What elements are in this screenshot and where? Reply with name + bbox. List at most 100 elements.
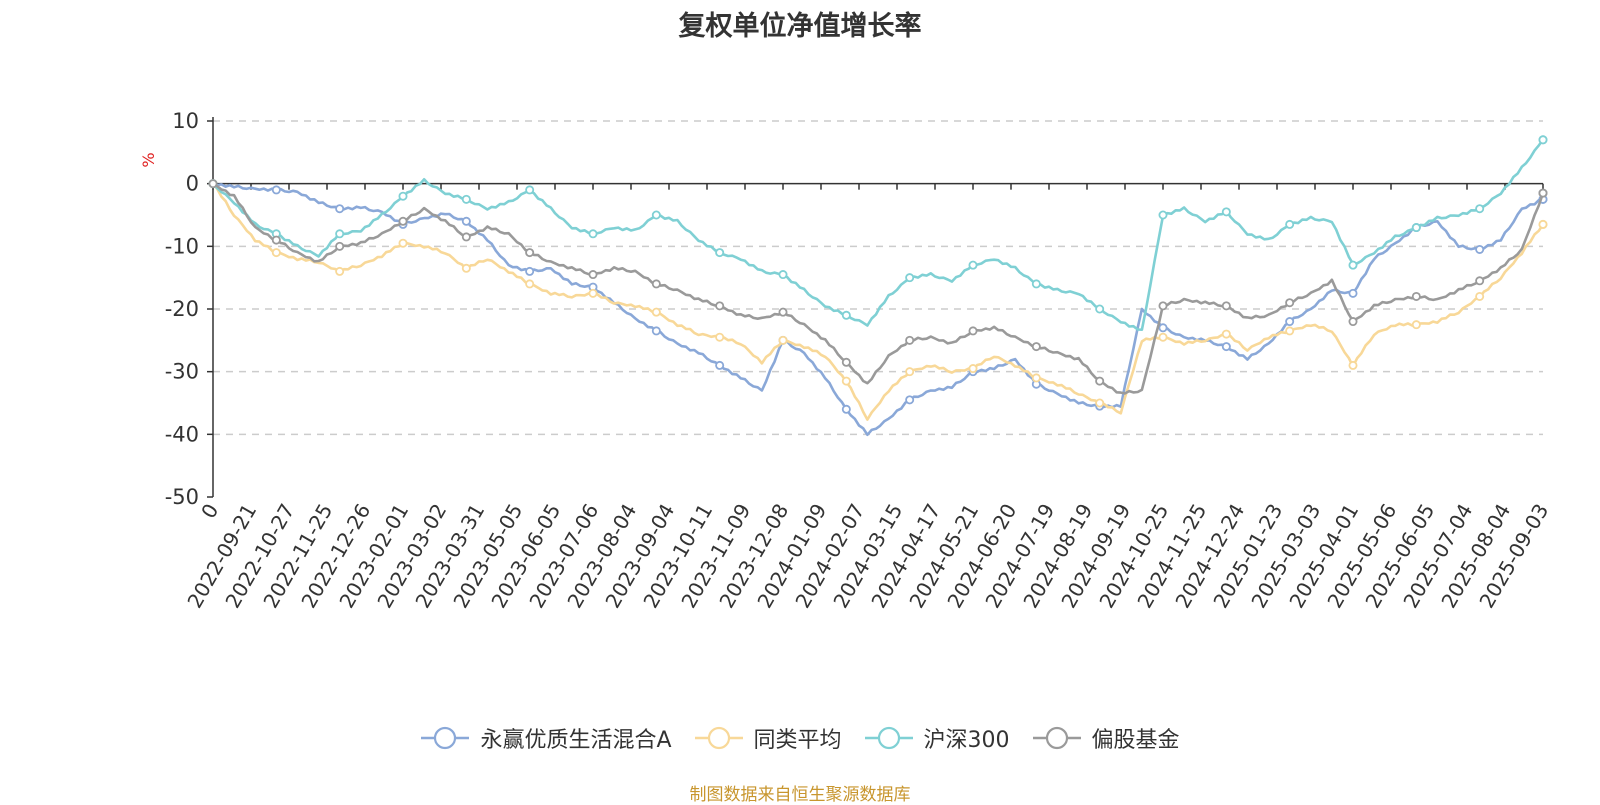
data-point [651,210,661,220]
data-point [715,332,725,342]
data-point [271,235,281,245]
data-point [1411,223,1421,233]
data-point [398,238,408,248]
data-point [461,194,471,204]
series-line [212,139,1545,331]
data-point [651,326,661,336]
data-point [461,232,471,242]
data-point [588,270,598,280]
legend-item[interactable]: 沪深300 [864,722,1010,754]
y-tick-label: -50 [165,485,199,509]
data-point [1221,329,1231,339]
data-point [778,335,788,345]
data-point [1411,291,1421,301]
legend-marker-icon [694,726,743,750]
grid-lines [213,120,1543,436]
y-tick-label: -30 [165,360,199,384]
data-point [1285,326,1295,336]
series-1 [208,179,1548,421]
data-point [271,248,281,258]
x-tick-label: 0 [196,500,223,523]
data-point [1158,323,1168,333]
data-point [1348,260,1358,270]
series-3 [208,179,1548,395]
legend-item[interactable]: 永赢优质生活混合A [420,722,672,754]
data-point [1538,219,1548,229]
data-point [778,270,788,280]
data-point [1538,188,1548,198]
data-point [208,179,218,189]
data-point [525,266,535,276]
data-point [1411,320,1421,330]
data-point [335,204,345,214]
data-point [525,248,535,258]
data-point [651,279,661,289]
source-note: 制图数据来自恒生聚源数据库 [689,785,911,805]
data-point [398,216,408,226]
data-point [461,263,471,273]
data-point [588,288,598,298]
data-point [335,266,345,276]
data-point [715,360,725,370]
data-point [905,335,915,345]
data-point [1158,332,1168,342]
data-point [841,357,851,367]
data-point [1285,298,1295,308]
data-point [1031,279,1041,289]
legend-label: 沪深300 [923,728,1010,753]
data-point [588,229,598,239]
data-point [335,241,345,251]
data-point [905,395,915,405]
data-point [525,185,535,195]
data-point [715,301,725,311]
data-point [1095,376,1105,386]
series-2 [208,135,1548,331]
data-point [841,376,851,386]
data-point [335,229,345,239]
data-point [1031,373,1041,383]
data-point [1285,219,1295,229]
series-line [212,182,1545,395]
data-point [715,248,725,258]
data-point [1158,210,1168,220]
data-point [1475,204,1485,214]
y-tick-label: 10 [172,109,199,133]
chart-legend: 永赢优质生活混合A 同类平均 沪深300 偏股基金 [0,722,1600,754]
data-point [968,364,978,374]
y-tick-label: -40 [165,422,199,446]
data-point [1475,276,1485,286]
data-point [398,191,408,201]
data-point [1221,301,1231,311]
legend-item[interactable]: 偏股基金 [1032,722,1180,754]
data-point [841,404,851,414]
data-point [1095,304,1105,314]
data-point [1348,317,1358,327]
data-point [1221,342,1231,352]
y-tick-label: 0 [186,172,199,196]
data-point [1221,207,1231,217]
data-point [778,307,788,317]
series-lines [208,135,1548,437]
legend-item[interactable]: 同类平均 [694,722,842,754]
legend-marker-icon [421,726,470,750]
legend-label: 永赢优质生活混合A [480,728,672,753]
data-point [905,367,915,377]
data-point [1031,342,1041,352]
data-point [271,185,281,195]
legend-marker-icon [864,726,913,750]
data-point [1475,244,1485,254]
y-axis-unit-label: % [139,152,158,167]
data-point [1538,135,1548,145]
legend-marker-icon [1032,726,1081,750]
data-point [968,260,978,270]
legend-label: 同类平均 [753,728,842,753]
data-point [1348,360,1358,370]
data-point [841,310,851,320]
legend-label: 偏股基金 [1091,728,1180,753]
y-tick-label: -10 [165,234,199,258]
data-point [1095,398,1105,408]
chart-title: 复权单位净值增长率 [678,11,922,42]
data-point [1475,291,1485,301]
data-point [1348,288,1358,298]
